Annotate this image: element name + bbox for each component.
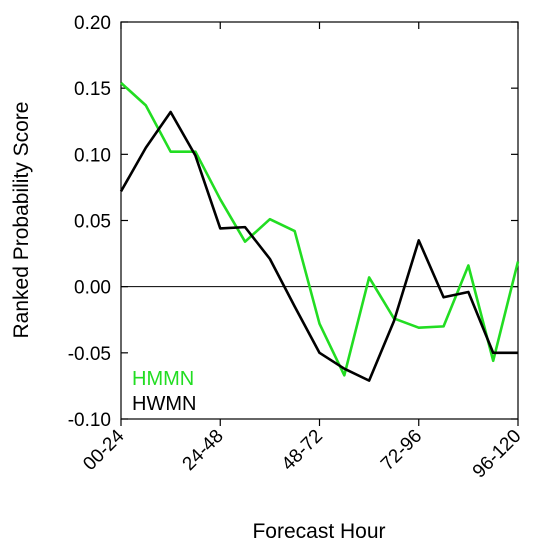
y-tick-label: 0.20 — [74, 13, 111, 34]
series-line-hwmn — [119, 110, 518, 382]
series-line-hmmn — [120, 81, 520, 377]
y-tick-label: 0.10 — [74, 145, 111, 166]
y-tick-label: -0.05 — [68, 344, 111, 365]
y-axis-title: Ranked Probability Score — [10, 102, 33, 339]
plot-frame — [120, 21, 519, 420]
x-tick-label: 48-72 — [278, 426, 327, 475]
x-tick-label: 96-120 — [469, 426, 526, 483]
x-tick-label: 72-96 — [377, 426, 426, 475]
x-axis-title: Forecast Hour — [252, 520, 385, 543]
y-tick-label: 0.05 — [74, 212, 111, 233]
y-tick-label: 0.00 — [74, 278, 111, 299]
y-tick-label: -0.10 — [68, 410, 111, 431]
x-tick-label: 00-24 — [79, 425, 129, 475]
legend-series-1: HWMN — [132, 393, 196, 415]
x-tick-label: 24-48 — [179, 426, 228, 475]
y-tick-label: 0.15 — [74, 79, 111, 100]
legend-series-0: HMMN — [132, 368, 194, 390]
